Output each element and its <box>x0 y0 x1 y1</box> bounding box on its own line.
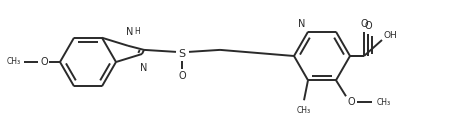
Text: CH₃: CH₃ <box>297 106 311 115</box>
Text: O: O <box>178 71 186 81</box>
Text: N: N <box>298 19 306 29</box>
Text: CH₃: CH₃ <box>377 98 391 107</box>
Text: S: S <box>178 49 186 59</box>
Text: CH₃: CH₃ <box>7 57 21 66</box>
Text: O: O <box>347 97 355 107</box>
Text: O: O <box>364 21 372 31</box>
Text: N: N <box>126 27 134 37</box>
Text: O: O <box>40 57 48 67</box>
Text: O: O <box>360 19 368 29</box>
Text: H: H <box>134 27 140 36</box>
Text: N: N <box>140 63 148 73</box>
Text: OH: OH <box>383 31 397 41</box>
